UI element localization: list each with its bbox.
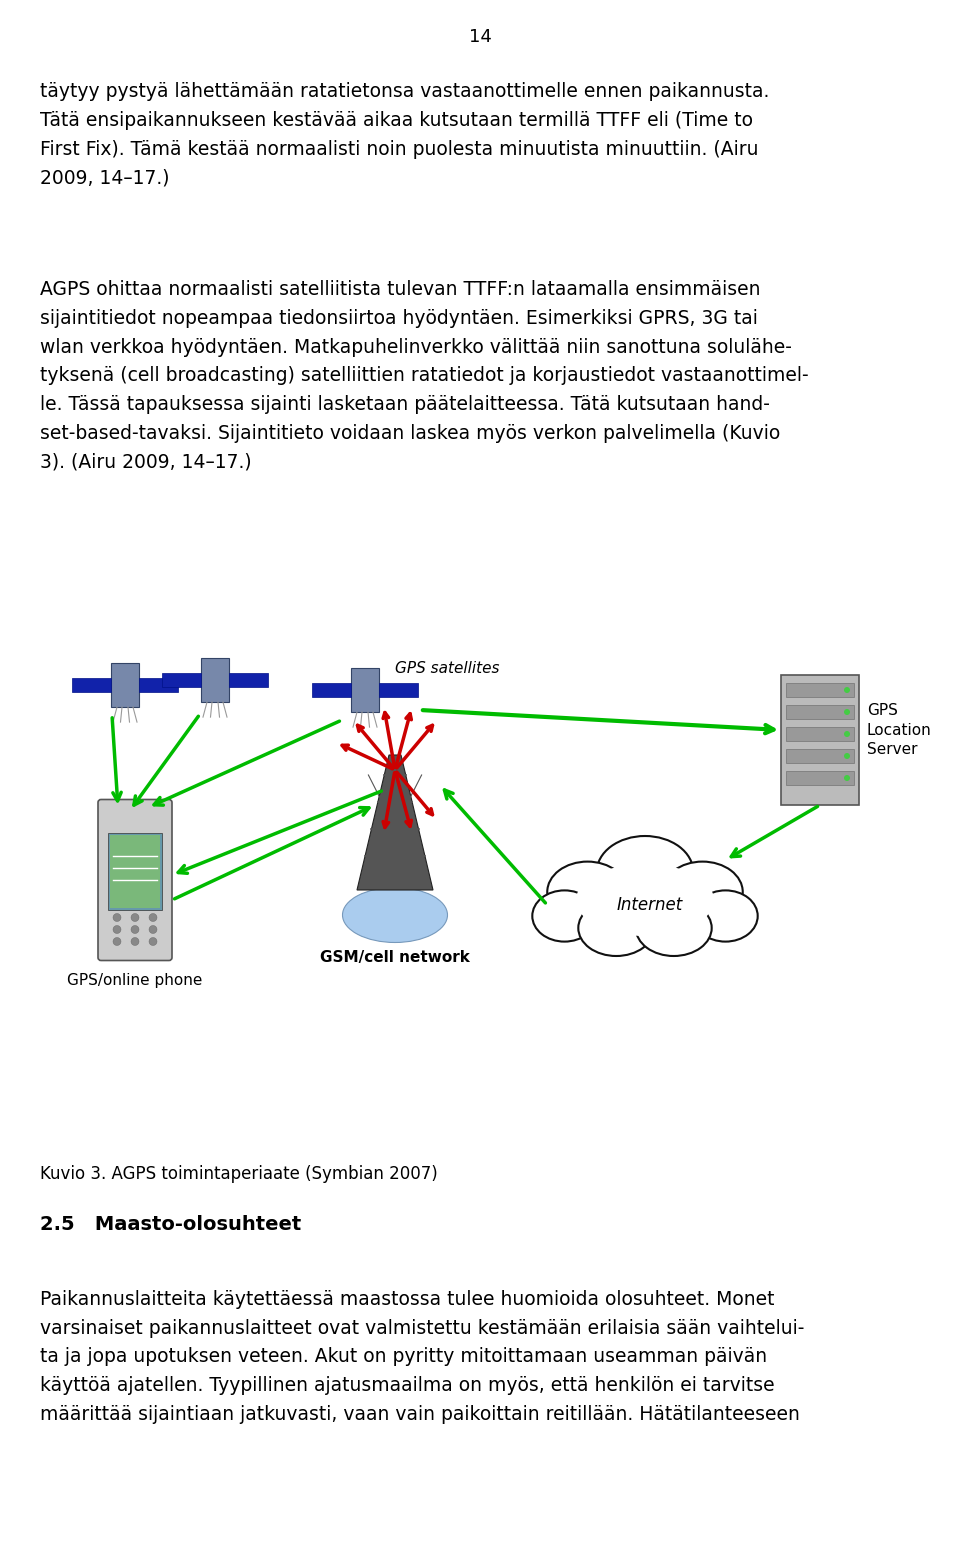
FancyBboxPatch shape — [110, 834, 160, 908]
FancyBboxPatch shape — [786, 771, 854, 786]
Ellipse shape — [662, 861, 743, 922]
Circle shape — [113, 914, 121, 922]
Ellipse shape — [636, 900, 711, 956]
Ellipse shape — [597, 836, 693, 908]
Circle shape — [149, 925, 157, 933]
FancyBboxPatch shape — [786, 750, 854, 764]
Circle shape — [113, 925, 121, 933]
Ellipse shape — [693, 891, 757, 942]
Circle shape — [844, 753, 850, 759]
Text: Paikannuslaitteita käytettäessä maastossa tulee huomioida olosuhteet. Monet
vars: Paikannuslaitteita käytettäessä maastoss… — [40, 1290, 804, 1424]
Text: GPS satellites: GPS satellites — [395, 660, 499, 676]
Circle shape — [131, 914, 139, 922]
FancyBboxPatch shape — [108, 833, 162, 909]
Circle shape — [844, 731, 850, 737]
FancyBboxPatch shape — [379, 682, 419, 698]
Ellipse shape — [576, 864, 714, 936]
FancyBboxPatch shape — [161, 673, 201, 687]
Circle shape — [844, 775, 850, 781]
Polygon shape — [357, 756, 433, 891]
Circle shape — [131, 938, 139, 946]
FancyBboxPatch shape — [98, 800, 172, 961]
Circle shape — [844, 687, 850, 693]
Ellipse shape — [578, 900, 654, 956]
Circle shape — [149, 914, 157, 922]
FancyBboxPatch shape — [786, 706, 854, 720]
Text: 2.5   Maasto-olosuhteet: 2.5 Maasto-olosuhteet — [40, 1215, 301, 1234]
Circle shape — [131, 925, 139, 933]
FancyBboxPatch shape — [229, 673, 268, 687]
Text: GPS
Location
Server: GPS Location Server — [867, 702, 932, 757]
Text: AGPS ohittaa normaalisti satelliitista tulevan TTFF:n lataamalla ensimmäisen
sij: AGPS ohittaa normaalisti satelliitista t… — [40, 281, 809, 472]
FancyBboxPatch shape — [110, 663, 139, 707]
Text: GPS/online phone: GPS/online phone — [67, 972, 203, 988]
Circle shape — [844, 709, 850, 715]
Text: Internet: Internet — [617, 895, 684, 914]
Text: GSM/cell network: GSM/cell network — [320, 950, 470, 964]
Circle shape — [113, 938, 121, 946]
Circle shape — [149, 938, 157, 946]
FancyBboxPatch shape — [786, 728, 854, 742]
FancyBboxPatch shape — [312, 682, 350, 698]
Text: täytyy pystyä lähettämään ratatietonsa vastaanottimelle ennen paikannusta.
Tätä : täytyy pystyä lähettämään ratatietonsa v… — [40, 82, 770, 187]
FancyBboxPatch shape — [350, 668, 379, 712]
FancyBboxPatch shape — [781, 674, 859, 804]
Ellipse shape — [547, 861, 628, 922]
FancyBboxPatch shape — [786, 684, 854, 698]
Ellipse shape — [532, 891, 597, 942]
FancyBboxPatch shape — [72, 677, 110, 693]
Text: Kuvio 3. AGPS toimintaperiaate (Symbian 2007): Kuvio 3. AGPS toimintaperiaate (Symbian … — [40, 1165, 438, 1182]
FancyBboxPatch shape — [139, 677, 179, 693]
FancyBboxPatch shape — [201, 659, 229, 702]
Ellipse shape — [343, 887, 447, 942]
Text: 14: 14 — [468, 28, 492, 45]
